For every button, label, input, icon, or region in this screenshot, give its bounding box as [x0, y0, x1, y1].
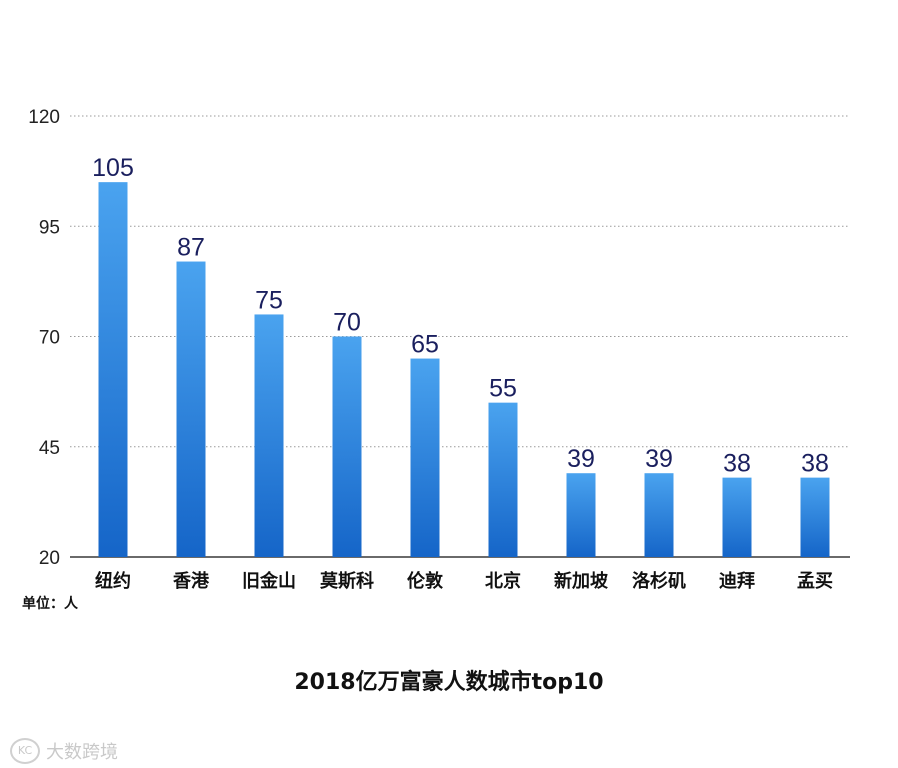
- data-label: 105: [92, 154, 134, 182]
- data-label: 55: [489, 375, 517, 403]
- y-tick-label: 20: [39, 548, 60, 569]
- bar: [98, 182, 128, 557]
- watermark: KC 大数跨境: [10, 738, 118, 764]
- x-tick-label: 香港: [172, 571, 210, 592]
- data-label: 70: [333, 309, 361, 337]
- x-tick-label: 莫斯科: [319, 570, 374, 592]
- x-tick-label: 孟买: [797, 571, 833, 592]
- data-label: 75: [255, 286, 283, 314]
- x-tick-label: 北京: [485, 570, 521, 592]
- bars: [98, 182, 830, 557]
- bar: [176, 261, 206, 557]
- x-tick-label: 洛杉矶: [632, 570, 686, 592]
- x-tick-label: 新加坡: [554, 570, 609, 592]
- y-tick-label: 70: [39, 328, 60, 349]
- chart-title: 2018亿万富豪人数城市top10: [294, 670, 604, 695]
- watermark-logo: KC: [10, 738, 40, 764]
- x-tick-label: 纽约: [95, 570, 131, 592]
- y-tick-label: 120: [28, 107, 60, 128]
- data-label: 65: [411, 331, 439, 359]
- x-axis: 纽约 香港 旧金山 莫斯科 伦敦 北京 新加坡 洛杉矶 迪拜 孟买: [95, 570, 833, 592]
- data-labels: 105 87 75 70 65 55 39 39 38 38: [91, 153, 831, 479]
- data-label: 39: [567, 445, 595, 473]
- bar: [800, 477, 830, 557]
- x-tick-label: 伦敦: [407, 570, 444, 592]
- data-label: 87: [177, 234, 205, 262]
- bar: [332, 336, 362, 557]
- bar: [410, 358, 440, 557]
- data-label: 38: [723, 450, 751, 478]
- bar: [254, 314, 284, 557]
- bar: [566, 473, 596, 557]
- data-label: 39: [645, 445, 673, 473]
- bar: [488, 402, 518, 557]
- unit-label: 单位：人: [22, 596, 78, 612]
- x-tick-label: 迪拜: [719, 570, 755, 592]
- y-tick-label: 95: [39, 217, 60, 238]
- bar: [644, 473, 674, 557]
- bar: [722, 477, 752, 557]
- x-tick-label: 旧金山: [242, 570, 296, 592]
- watermark-text: 大数跨境: [46, 742, 118, 763]
- y-tick-label: 45: [39, 438, 60, 459]
- data-label: 38: [801, 450, 829, 478]
